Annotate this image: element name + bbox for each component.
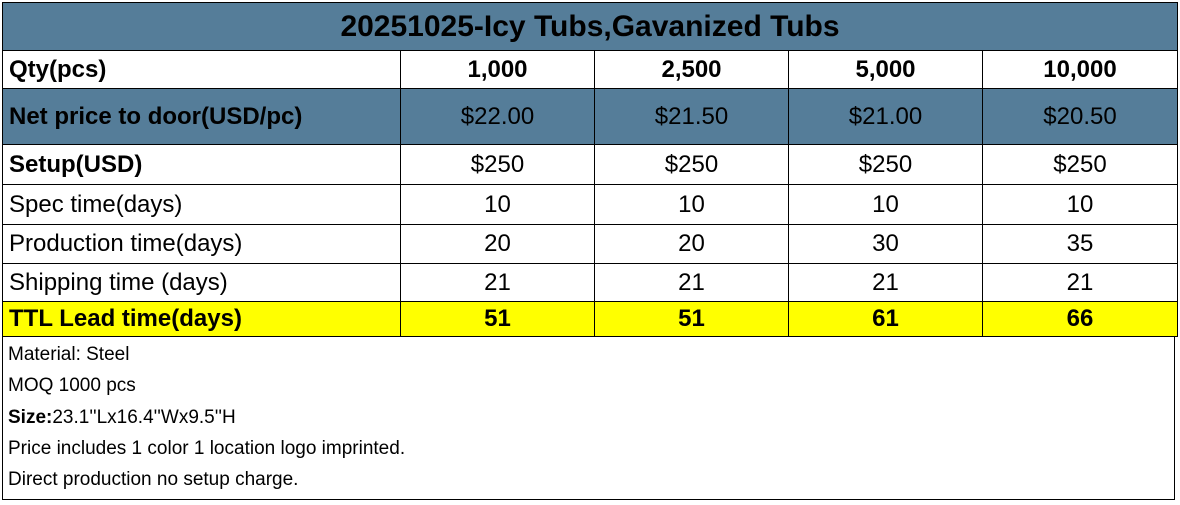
qty-row: Qty(pcs) 1,000 2,500 5,000 10,000 <box>2 50 1178 89</box>
setup-row: Setup(USD) $250 $250 $250 $250 <box>2 144 1178 185</box>
cell: 51 <box>594 301 789 337</box>
cell: 20 <box>400 224 595 264</box>
row-label: Qty(pcs) <box>2 50 401 89</box>
row-label: Production time(days) <box>2 224 401 264</box>
cell: 61 <box>788 301 983 337</box>
cell: $21.00 <box>788 88 983 145</box>
note-size: Size:23.1''Lx16.4''Wx9.5''H <box>8 404 1169 435</box>
spec-time-row: Spec time(days) 10 10 10 10 <box>2 184 1178 225</box>
row-label: TTL Lead time(days) <box>2 301 401 337</box>
cell: 21 <box>400 263 595 302</box>
cell: $250 <box>982 144 1178 185</box>
cell: 21 <box>788 263 983 302</box>
size-value: 23.1''Lx16.4''Wx9.5''H <box>52 406 236 428</box>
cell: 35 <box>982 224 1178 264</box>
cell: $22.00 <box>400 88 595 145</box>
size-label: Size: <box>8 406 53 428</box>
title-row: 20251025-Icy Tubs,Gavanized Tubs <box>2 2 1178 51</box>
cell: 51 <box>400 301 595 337</box>
production-time-row: Production time(days) 20 20 30 35 <box>2 224 1178 264</box>
cell: 2,500 <box>594 50 789 89</box>
quote-table: 20251025-Icy Tubs,Gavanized Tubs Qty(pcs… <box>2 2 1178 337</box>
cell: 21 <box>594 263 789 302</box>
row-label: Net price to door(USD/pc) <box>2 88 401 145</box>
note-material: Material: Steel <box>8 344 130 365</box>
note-price: Price includes 1 color 1 location logo i… <box>8 437 406 459</box>
cell: $250 <box>400 144 595 185</box>
cell: 30 <box>788 224 983 264</box>
shipping-time-row: Shipping time (days) 21 21 21 21 <box>2 263 1178 302</box>
cell: $21.50 <box>594 88 789 145</box>
cell: 10 <box>400 184 595 225</box>
note-moq: MOQ 1000 pcs <box>8 375 136 397</box>
note-setup: Direct production no setup charge. <box>8 469 299 491</box>
cell: 10 <box>982 184 1178 225</box>
total-lead-time-row: TTL Lead time(days) 51 51 61 66 <box>2 301 1178 337</box>
row-label: Setup(USD) <box>2 144 401 185</box>
cell: 5,000 <box>788 50 983 89</box>
net-price-row: Net price to door(USD/pc) $22.00 $21.50 … <box>2 88 1178 145</box>
cell: $250 <box>594 144 789 185</box>
cell: 21 <box>982 263 1178 302</box>
cell: 10,000 <box>982 50 1178 89</box>
notes-box: Material: Steel MOQ 1000 pcs Size:23.1''… <box>2 337 1175 500</box>
sheet-title: 20251025-Icy Tubs,Gavanized Tubs <box>2 2 1178 51</box>
cell: 66 <box>982 301 1178 337</box>
cell: 10 <box>594 184 789 225</box>
cell: $250 <box>788 144 983 185</box>
row-label: Spec time(days) <box>2 184 401 225</box>
cell: 20 <box>594 224 789 264</box>
cell: 1,000 <box>400 50 595 89</box>
row-label: Shipping time (days) <box>2 263 401 302</box>
cell: $20.50 <box>982 88 1178 145</box>
cell: 10 <box>788 184 983 225</box>
